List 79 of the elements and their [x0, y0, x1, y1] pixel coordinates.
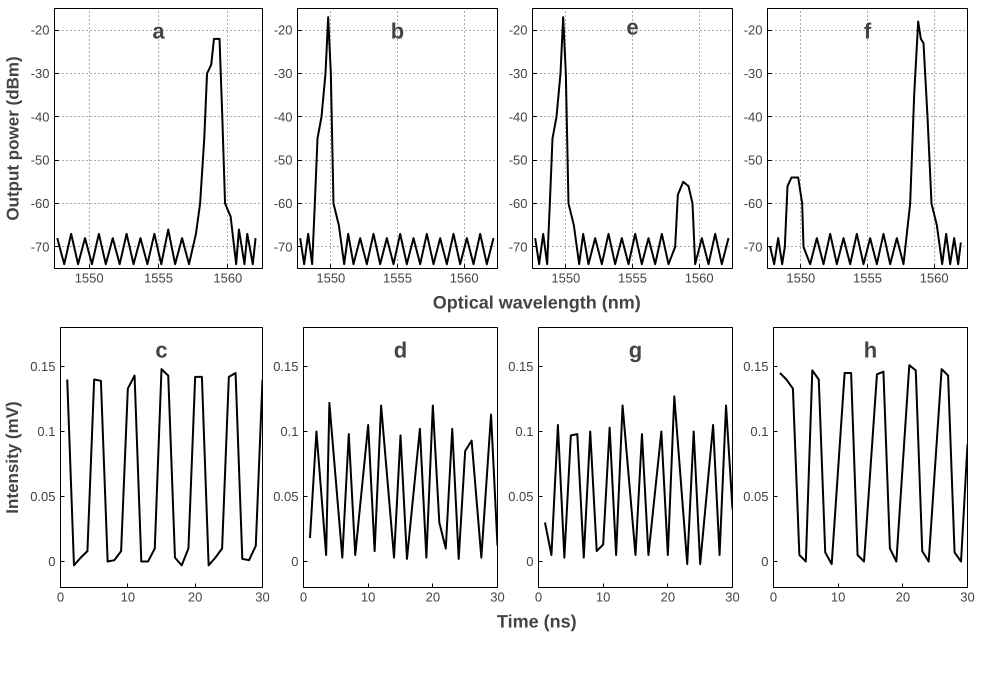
y-tick-label: -50 — [508, 152, 528, 168]
x-tick-label: 1550 — [74, 270, 104, 286]
x-tick-label: 30 — [490, 590, 505, 604]
text: b — [390, 18, 404, 44]
y-tick-label: 0.05 — [743, 489, 769, 504]
x-tick-label: 20 — [660, 590, 676, 604]
text: d — [394, 338, 408, 362]
x-axis-title: Time (ns) — [496, 612, 577, 632]
y-axis-title: Output power (dBm) — [4, 56, 23, 221]
x-tick-label: 10 — [120, 590, 136, 604]
y-tick-label: 0.1 — [515, 424, 534, 439]
x-tick-label: 30 — [255, 590, 270, 604]
y-tick-label: -60 — [30, 196, 50, 211]
y-tick-label: 0 — [526, 554, 534, 569]
x-tick-label: 30 — [960, 590, 975, 604]
y-tick-label: 0.05 — [30, 489, 56, 504]
x-tick-label: 10 — [830, 590, 846, 604]
x-tick-label: 10 — [360, 590, 376, 604]
x-tick-label: 1550 — [316, 270, 346, 286]
x-tick-label: 1555 — [618, 270, 647, 286]
y-tick-label: 0 — [48, 554, 56, 569]
line-series — [299, 16, 494, 266]
x-tick-label: 20 — [188, 590, 202, 604]
y-tick-label: -20 — [508, 22, 528, 38]
y-tick-label: -20 — [30, 22, 50, 38]
x-tick-label: 10 — [596, 590, 610, 604]
y-tick-label: -60 — [744, 196, 763, 211]
y-tick-label: -50 — [274, 152, 293, 168]
y-tick-label: -50 — [30, 152, 50, 168]
y-tick-label: -40 — [508, 109, 528, 124]
y-tick-label: -50 — [744, 152, 763, 168]
x-tick-label: 1560 — [450, 270, 479, 286]
y-tick-label: 0.15 — [30, 359, 56, 374]
y-tick-label: 0 — [291, 554, 299, 569]
y-tick-label: 0.15 — [743, 359, 769, 374]
y-tick-label: -60 — [508, 196, 528, 211]
x-tick-label: 30 — [725, 590, 740, 604]
line-series — [769, 20, 962, 266]
x-axis-title: Optical wavelength (nm) — [432, 292, 641, 312]
text: c — [155, 338, 168, 362]
y-tick-label: 0.15 — [508, 359, 534, 374]
y-tick-label: -40 — [744, 109, 763, 124]
y-tick-label: -30 — [744, 66, 763, 81]
y-tick-label: -70 — [744, 239, 763, 254]
y-tick-label: -70 — [30, 239, 50, 254]
y-tick-label: -70 — [508, 239, 528, 254]
chart-title: e — [626, 14, 639, 40]
x-tick-label: 20 — [896, 590, 910, 604]
y-tick-label: 0.15 — [273, 359, 299, 374]
y-tick-label: -20 — [274, 22, 293, 38]
text: a — [152, 18, 166, 44]
text: f — [864, 18, 872, 44]
x-tick-label: 1560 — [684, 270, 714, 286]
x-tick-label: 1555 — [853, 270, 882, 286]
y-tick-label: -20 — [744, 22, 763, 38]
y-tick-label: -30 — [274, 66, 293, 81]
text: h — [864, 338, 878, 362]
x-tick-label: 1550 — [551, 270, 580, 286]
x-tick-label: 1550 — [786, 270, 816, 286]
y-tick-label: 0.1 — [280, 424, 299, 439]
y-tick-label: 0 — [761, 554, 769, 569]
y-tick-label: 0.1 — [750, 424, 769, 439]
y-tick-label: 0.05 — [508, 489, 534, 504]
y-tick-label: 0.1 — [37, 424, 56, 439]
y-tick-label: -40 — [30, 109, 50, 124]
x-tick-label: 1560 — [920, 270, 949, 286]
x-tick-label: 1555 — [383, 270, 412, 286]
line-series — [534, 16, 730, 266]
text: g — [628, 338, 642, 362]
x-tick-label: 1555 — [144, 270, 173, 286]
x-tick-label: 1560 — [213, 270, 242, 286]
y-tick-label: -30 — [508, 66, 528, 81]
y-tick-label: -60 — [274, 196, 293, 211]
y-tick-label: -30 — [30, 66, 50, 81]
y-axis-title: Intensity (mV) — [3, 401, 22, 514]
x-tick-label: 20 — [426, 590, 440, 604]
y-tick-label: -70 — [274, 239, 293, 254]
y-tick-label: -40 — [274, 109, 293, 124]
y-tick-label: 0.05 — [273, 489, 299, 504]
